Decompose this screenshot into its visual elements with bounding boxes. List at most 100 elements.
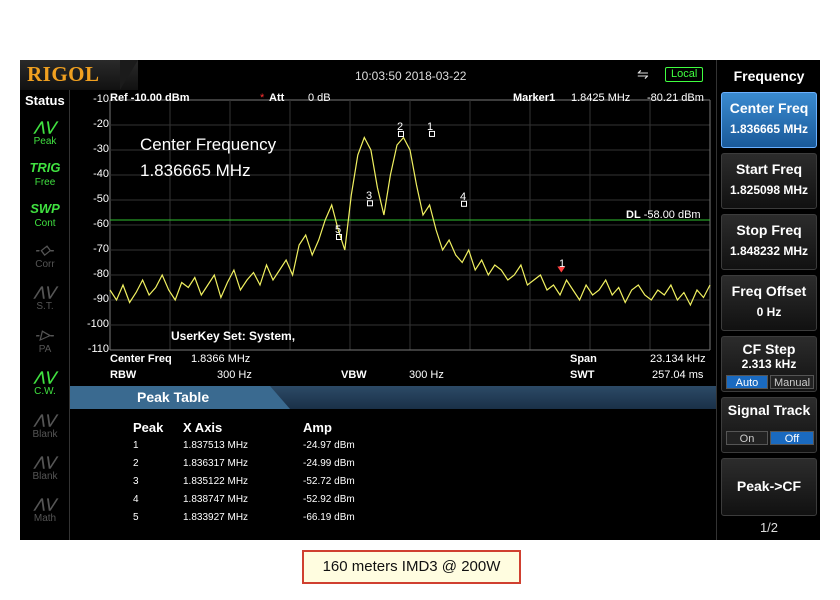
status-corr-item: -◇- Corr [24,241,66,277]
peak-x-cell: 1.838747 MHz [183,494,249,505]
spectrum-graph: -10 -20 -30 -40 -50 -60 -70 -80 -90 -100 -110 Ref … [70,90,716,386]
att-value: 0 dB [308,92,331,104]
peak-amp-cell: -52.92 dBm [303,494,355,505]
vbw-value: 300 Hz [409,369,444,381]
manual-toggle[interactable]: Manual [770,375,814,389]
freq-offset-button[interactable]: Freq Offset 0 Hz [721,275,817,331]
status-item-label: Free [34,177,56,188]
status-item-label: Cont [34,218,56,229]
status-math-item: ⋀⋁ Math [24,495,66,531]
menu-button-value: 1.848232 MHz [729,244,809,258]
spectrum-trace [109,136,711,307]
off-toggle[interactable]: Off [770,431,814,445]
status-peak-item: ⋀⋁ Peak [24,118,66,154]
brand-logo: RIGOL [20,60,138,90]
marker-amp: -80.21 dBm [647,92,704,104]
status-item-label: S.T. [36,301,54,312]
cf-value: 1.8366 MHz [191,353,251,365]
peak-amp-cell: -52.72 dBm [303,476,355,487]
att-mark: * [260,92,265,104]
marker-label: Marker1 [513,92,556,104]
menu-button-value: 0 Hz [756,305,782,319]
amp-col-header: Amp [303,420,332,435]
att-label: Att [269,92,285,104]
y-tick-label: -110 [87,343,109,355]
status-st-item: ⋀⋁ S.T. [24,283,66,319]
status-item-label: Math [33,513,57,524]
menu-page-indicator[interactable]: 1/2 [759,520,779,535]
rbw-value: 300 Hz [217,369,252,381]
peak-marker-3-label: 3 [366,190,373,202]
cf-label: Center Freq [110,353,172,365]
status-pa-item: -▷- PA [24,326,66,362]
peak-x-cell: 1.836317 MHz [183,458,249,469]
menu-button-label: Peak->CF [736,478,802,494]
peak-number-cell: 3 [133,476,139,487]
span-value: 23.134 kHz [650,353,706,365]
peak-table-title: Peak Table [137,389,210,405]
peak-marker-5-label: 5 [335,224,342,236]
peak-marker-3 [366,200,373,207]
ref-level: Ref -10.00 dBm [110,92,190,104]
rbw-label: RBW [110,369,137,381]
frequency-menu: Frequency Center Freq 1.836665 MHz Start F… [716,60,820,540]
swp-icon: SWP [30,201,60,216]
peak-number-cell: 4 [133,494,139,505]
status-item-label: Peak [33,136,57,147]
center-frequency-title: Center Frequency [140,135,277,154]
dl-tag: DL [626,209,641,221]
peak-marker-2-label: 2 [397,121,404,133]
st-icon: ⋀⋁ [34,284,56,299]
menu-button-value: 2.313 kHz [741,357,797,371]
peak-x-cell: 1.833927 MHz [183,512,249,523]
y-tick-label: -60 [93,218,109,230]
peak-table-tab[interactable] [70,386,290,409]
peak-marker-4-label: 4 [460,191,467,203]
y-tick-label: -70 [93,243,109,255]
status-blank-item: ⋀⋁ Blank [24,411,66,447]
status-blank-item: ⋀⋁ Blank [24,453,66,489]
status-item-label: Blank [32,429,58,440]
peak-marker-5 [335,233,342,240]
peak-x-cell: 1.835122 MHz [183,476,249,487]
brand-text: RIGOL [27,62,100,86]
status-item-label: PA [38,344,52,355]
menu-button-value: 1.836665 MHz [729,122,809,136]
dl-value: -58.00 dBm [643,209,701,221]
peak-amp-cell: -24.97 dBm [303,440,355,451]
local-badge: Local [665,67,704,82]
peak-col-header: Peak [133,420,164,435]
on-toggle[interactable]: On [726,431,768,445]
peak-marker-4 [460,200,467,207]
start-freq-button[interactable]: Start Freq 1.825098 MHz [721,153,817,209]
auto-toggle[interactable]: Auto [726,375,768,389]
stop-freq-button[interactable]: Stop Freq 1.848232 MHz [721,214,817,270]
peak-cf-button[interactable]: Peak->CF [721,458,817,516]
y-tick-label: -50 [93,193,109,205]
marker-1-label: 1 [559,258,566,270]
status-cont-item: SWP Cont [24,200,66,236]
menu-title: Frequency [733,68,805,84]
status-free-item: TRIG Free [24,159,66,195]
math-icon: ⋀⋁ [34,496,56,511]
spectrum-plot [109,99,711,351]
status-item-label: Blank [32,471,58,482]
menu-button-label: Freq Offset [731,283,807,299]
signal-track-button[interactable]: Signal Track On Off [721,397,817,453]
corr-icon: -◇- [35,242,55,257]
center-frequency-value: 1.836665 MHz [140,161,251,180]
menu-button-label: CF Step [742,341,796,357]
status-item-label: C.W. [34,386,56,397]
peak-marker-1 [428,130,435,137]
pa-icon: -▷- [35,327,55,342]
clock: 10:03:50 2018-03-22 [355,69,467,83]
y-tick-label: -90 [93,293,109,305]
y-tick-label: -80 [93,268,109,280]
status-column: Status ⋀⋁ Peak TRIG Free SWP Cont -◇- Corr ⋀⋁ S.T… [20,90,70,540]
cf-step-button[interactable]: CF Step 2.313 kHz Auto Manual [721,336,817,392]
center-freq-button[interactable]: Center Freq 1.836665 MHz [721,92,817,148]
display-line-label: DL -58.00 dBm [626,209,701,221]
marker-freq: 1.8425 MHz [571,92,631,104]
peak-wave-icon: ⋀⋁ [34,119,56,134]
trig-icon: TRIG [29,160,61,175]
